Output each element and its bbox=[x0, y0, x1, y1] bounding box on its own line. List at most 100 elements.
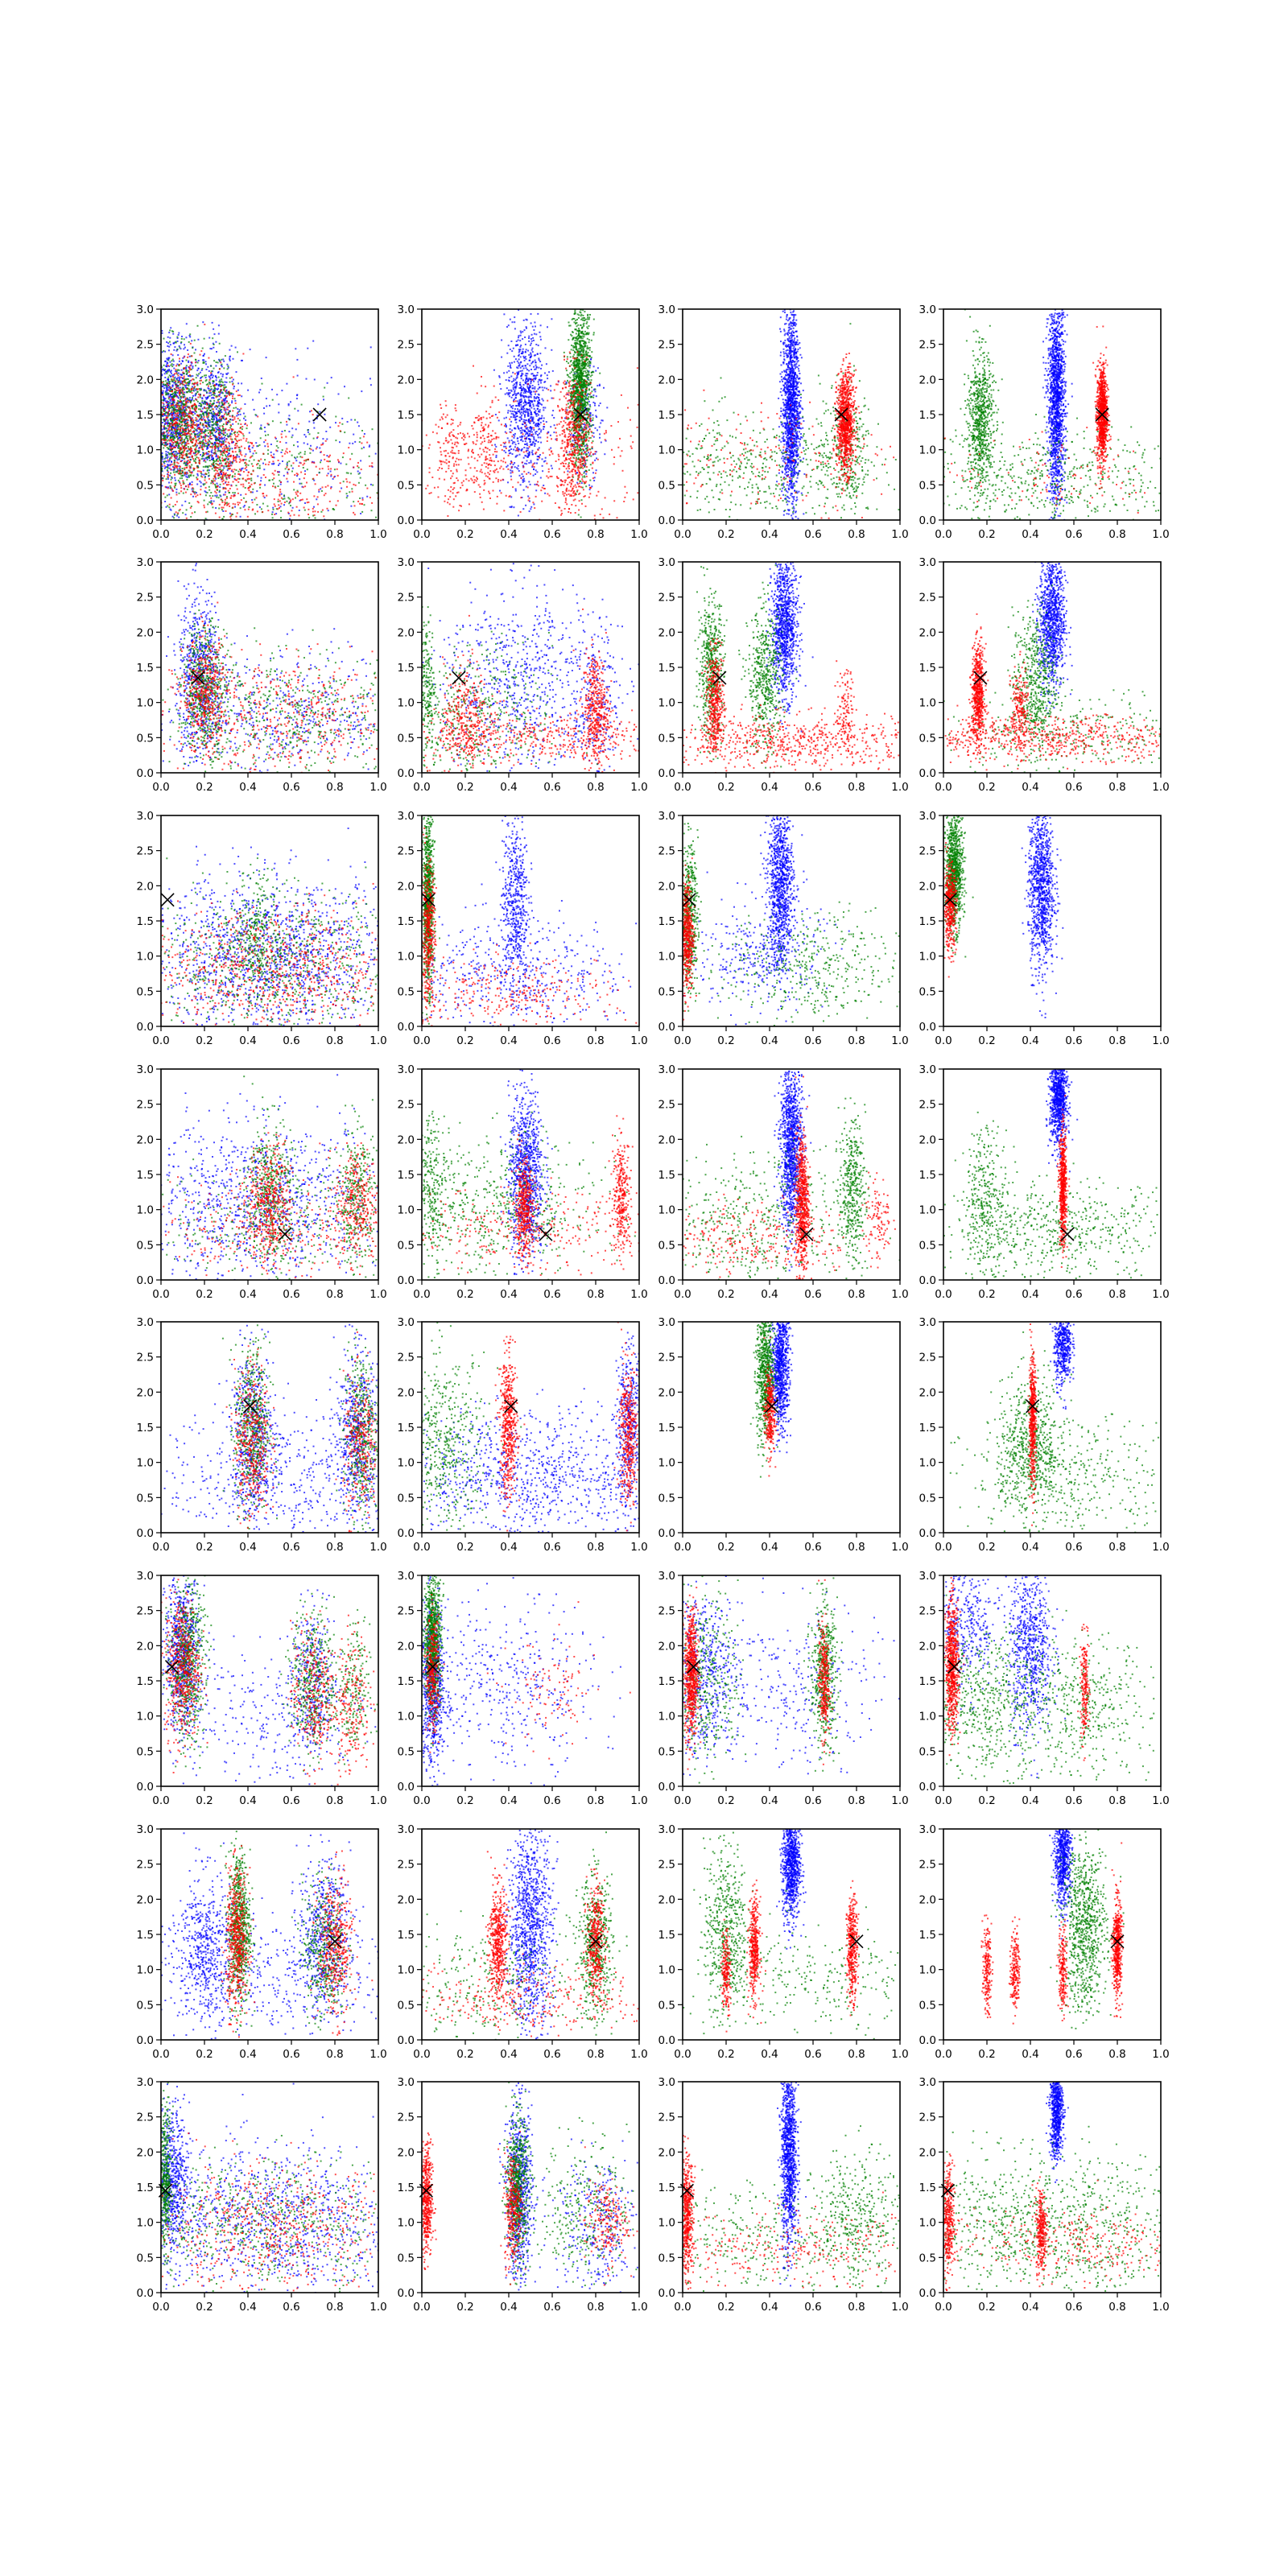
data-point bbox=[361, 503, 363, 505]
data-point bbox=[225, 465, 227, 467]
data-point bbox=[216, 459, 217, 460]
data-point bbox=[223, 423, 225, 425]
data-point bbox=[271, 389, 273, 390]
data-point bbox=[532, 420, 534, 422]
data-point bbox=[225, 499, 226, 501]
data-point bbox=[230, 464, 232, 466]
data-point bbox=[225, 502, 226, 503]
data-point bbox=[282, 456, 283, 457]
data-point bbox=[528, 420, 530, 422]
data-point bbox=[182, 468, 184, 469]
data-point bbox=[238, 440, 240, 441]
data-point bbox=[590, 358, 592, 360]
data-point bbox=[215, 469, 217, 471]
data-point bbox=[218, 377, 220, 378]
data-point bbox=[175, 480, 176, 481]
data-point bbox=[291, 510, 293, 511]
data-point bbox=[175, 471, 176, 473]
data-point bbox=[174, 391, 175, 393]
data-point bbox=[526, 363, 528, 365]
data-point bbox=[193, 411, 195, 413]
data-point bbox=[588, 485, 590, 486]
data-point bbox=[314, 510, 316, 512]
data-point bbox=[193, 431, 195, 432]
data-point bbox=[237, 351, 238, 353]
data-point bbox=[200, 485, 202, 487]
data-point bbox=[308, 509, 309, 510]
data-point bbox=[169, 414, 171, 415]
data-point bbox=[522, 407, 524, 408]
data-point bbox=[247, 442, 249, 444]
data-point bbox=[199, 427, 200, 429]
data-point bbox=[200, 350, 202, 352]
data-point bbox=[226, 433, 228, 435]
data-point bbox=[231, 495, 233, 497]
data-point bbox=[200, 493, 201, 495]
data-point bbox=[183, 441, 184, 443]
data-point bbox=[164, 369, 166, 370]
data-point bbox=[522, 370, 523, 372]
data-point bbox=[530, 418, 531, 419]
data-point bbox=[211, 348, 213, 349]
data-point bbox=[168, 410, 170, 411]
data-point bbox=[241, 382, 242, 384]
data-point bbox=[192, 388, 194, 390]
data-point bbox=[288, 502, 290, 504]
data-point bbox=[530, 400, 531, 402]
data-point bbox=[301, 483, 303, 485]
data-point bbox=[506, 379, 507, 381]
data-point bbox=[312, 341, 314, 342]
data-point bbox=[519, 454, 521, 456]
data-point bbox=[211, 443, 213, 444]
data-point bbox=[210, 502, 212, 503]
data-point bbox=[216, 442, 217, 444]
data-point bbox=[596, 395, 597, 397]
data-point bbox=[209, 405, 211, 407]
data-point bbox=[588, 452, 589, 453]
data-point bbox=[171, 479, 172, 481]
data-point bbox=[188, 371, 190, 373]
data-point bbox=[518, 465, 519, 467]
data-point bbox=[188, 385, 189, 386]
data-point bbox=[182, 427, 184, 429]
data-point bbox=[335, 440, 336, 441]
data-point bbox=[536, 463, 538, 464]
data-point bbox=[325, 440, 327, 442]
data-point bbox=[286, 448, 287, 450]
data-point bbox=[546, 388, 547, 390]
data-point bbox=[221, 432, 222, 434]
data-point bbox=[204, 483, 206, 485]
data-point bbox=[240, 516, 242, 518]
data-point bbox=[170, 446, 171, 448]
data-point bbox=[204, 460, 205, 461]
data-point bbox=[173, 361, 175, 362]
data-point bbox=[597, 385, 598, 386]
data-point bbox=[547, 378, 548, 379]
data-point bbox=[224, 404, 225, 406]
data-point bbox=[512, 441, 514, 443]
data-point bbox=[215, 451, 217, 452]
data-point bbox=[508, 392, 510, 394]
data-point bbox=[168, 390, 170, 391]
data-point bbox=[518, 443, 519, 444]
data-point bbox=[277, 508, 279, 510]
data-point bbox=[186, 467, 188, 469]
data-point bbox=[518, 371, 519, 373]
data-point bbox=[537, 372, 539, 374]
data-point bbox=[216, 473, 217, 474]
data-point bbox=[532, 441, 534, 443]
data-point bbox=[271, 463, 273, 464]
data-point bbox=[254, 409, 255, 411]
data-point bbox=[192, 512, 193, 514]
data-point bbox=[217, 445, 219, 447]
data-point bbox=[534, 386, 535, 388]
data-point bbox=[241, 360, 242, 361]
data-point bbox=[297, 495, 299, 497]
data-point bbox=[553, 417, 555, 419]
data-point bbox=[266, 357, 267, 358]
data-point bbox=[519, 382, 521, 384]
data-point bbox=[283, 494, 285, 496]
data-point bbox=[306, 378, 308, 380]
data-point bbox=[543, 382, 545, 383]
data-point bbox=[200, 419, 202, 420]
